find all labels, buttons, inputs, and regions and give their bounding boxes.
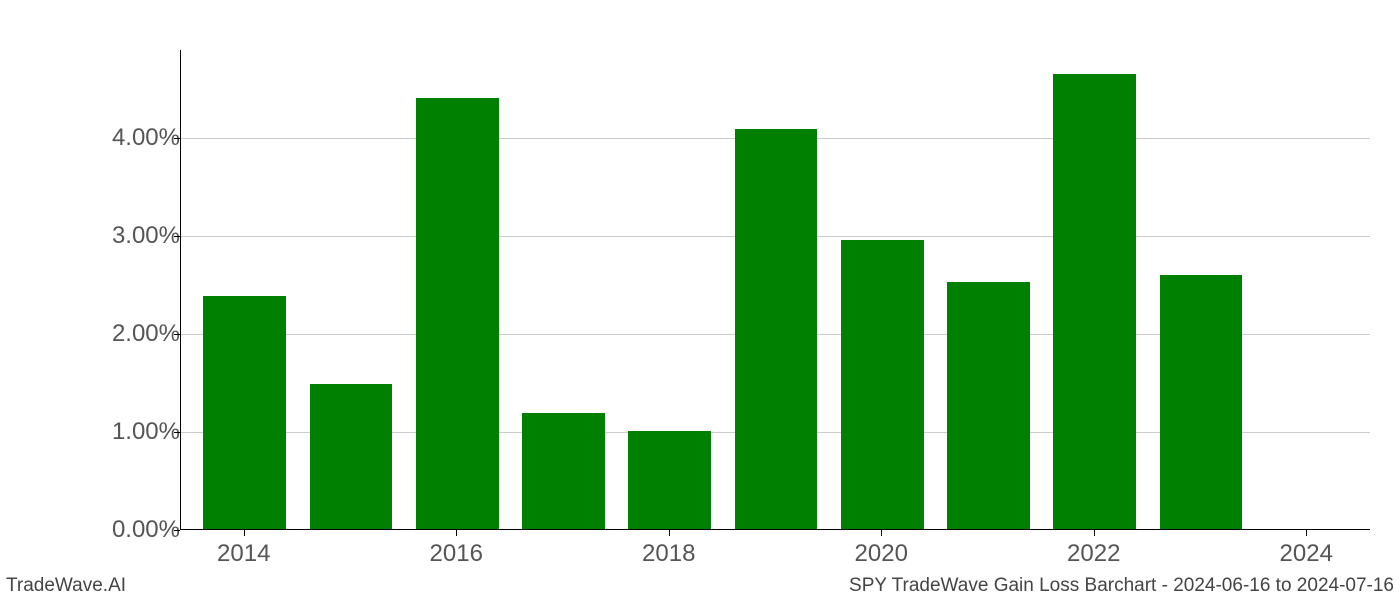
x-tick-label: 2016 xyxy=(430,540,483,568)
x-tick-label: 2020 xyxy=(855,540,908,568)
y-tick xyxy=(174,432,180,433)
bar xyxy=(1160,275,1243,529)
y-tick-label: 3.00% xyxy=(112,222,180,250)
plot-area xyxy=(180,50,1370,530)
bar xyxy=(310,384,393,529)
x-tick-label: 2024 xyxy=(1280,540,1333,568)
x-tick-label: 2018 xyxy=(642,540,695,568)
x-tick xyxy=(881,530,882,536)
y-tick xyxy=(174,236,180,237)
y-tick xyxy=(174,334,180,335)
footer-right: SPY TradeWave Gain Loss Barchart - 2024-… xyxy=(849,575,1394,597)
bar xyxy=(947,282,1030,529)
footer-left: TradeWave.AI xyxy=(6,575,126,597)
bar xyxy=(203,296,286,529)
y-tick-label: 0.00% xyxy=(112,516,180,544)
bar xyxy=(628,431,711,529)
y-tick xyxy=(174,530,180,531)
bar xyxy=(416,98,499,529)
y-tick-label: 4.00% xyxy=(112,124,180,152)
x-tick-label: 2022 xyxy=(1067,540,1120,568)
x-tick-label: 2014 xyxy=(217,540,270,568)
x-tick xyxy=(1306,530,1307,536)
y-tick-label: 1.00% xyxy=(112,418,180,446)
bar xyxy=(841,240,924,529)
y-tick xyxy=(174,138,180,139)
bar xyxy=(1053,74,1136,529)
bar xyxy=(735,129,818,529)
bar xyxy=(522,413,605,529)
x-tick xyxy=(244,530,245,536)
chart-container xyxy=(180,50,1370,530)
x-tick xyxy=(456,530,457,536)
x-tick xyxy=(669,530,670,536)
y-tick-label: 2.00% xyxy=(112,320,180,348)
x-tick xyxy=(1094,530,1095,536)
